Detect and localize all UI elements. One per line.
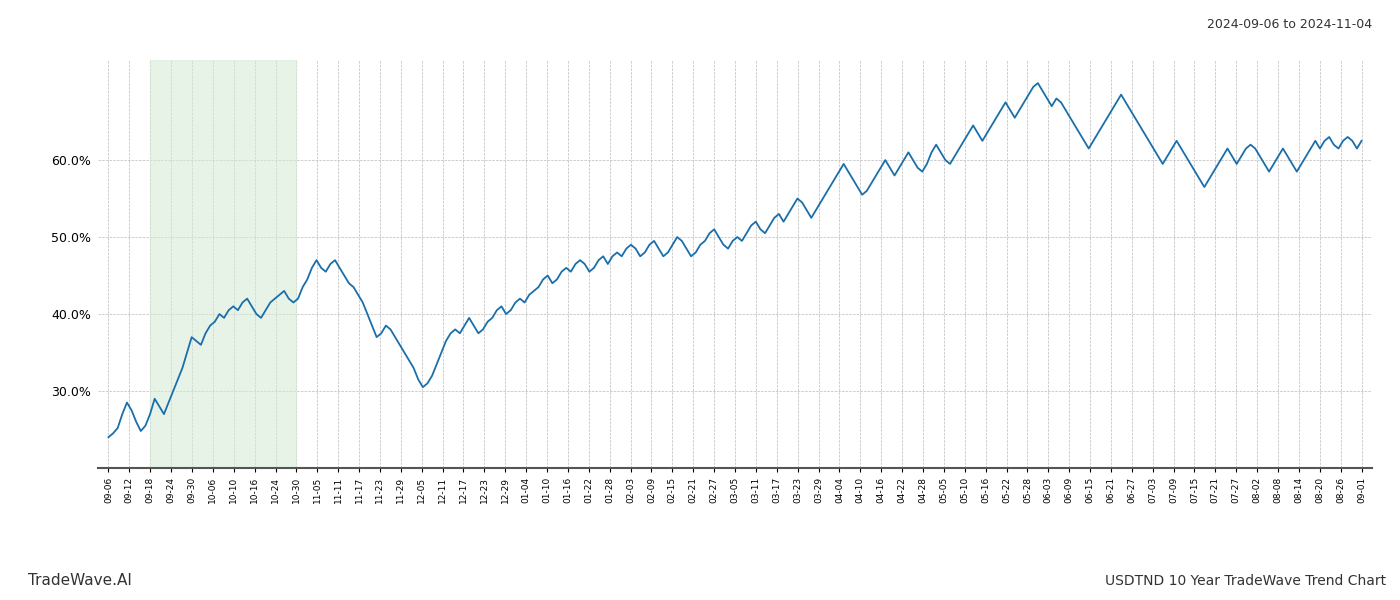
Text: USDTND 10 Year TradeWave Trend Chart: USDTND 10 Year TradeWave Trend Chart (1105, 574, 1386, 588)
Text: TradeWave.AI: TradeWave.AI (28, 573, 132, 588)
Text: 2024-09-06 to 2024-11-04: 2024-09-06 to 2024-11-04 (1207, 18, 1372, 31)
Bar (150, 60, 297, 468)
